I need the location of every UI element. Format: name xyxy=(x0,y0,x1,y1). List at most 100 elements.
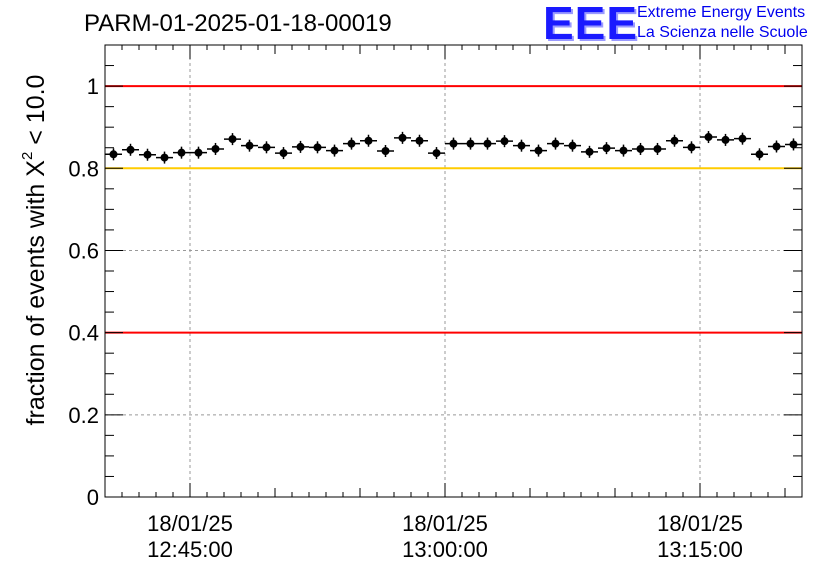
data-point xyxy=(156,151,173,164)
logo-subtitle-line2: La Scienza nelle Scuole xyxy=(637,24,808,41)
point-marker xyxy=(534,146,543,155)
point-marker xyxy=(398,133,407,142)
data-point xyxy=(564,139,581,152)
data-point xyxy=(734,132,751,145)
data-point xyxy=(394,131,411,144)
point-marker xyxy=(755,150,764,159)
data-point xyxy=(428,147,445,160)
point-marker xyxy=(619,146,628,155)
data-point xyxy=(581,145,598,158)
point-marker xyxy=(738,134,747,143)
data-point xyxy=(309,141,326,154)
data-point xyxy=(496,135,513,148)
data-point xyxy=(530,144,547,157)
x-tick-label-date: 18/01/25 xyxy=(147,511,233,536)
y-tick-label: 0.2 xyxy=(68,403,99,428)
point-marker xyxy=(194,148,203,157)
point-marker xyxy=(432,149,441,158)
point-marker xyxy=(602,144,611,153)
data-point xyxy=(717,133,734,146)
point-marker xyxy=(296,142,305,151)
point-marker xyxy=(500,137,509,146)
plot-frame xyxy=(104,44,803,498)
point-marker xyxy=(466,139,475,148)
data-point xyxy=(122,143,139,156)
point-marker xyxy=(704,133,713,142)
x-tick-label-date: 18/01/25 xyxy=(402,511,488,536)
grid-layer xyxy=(105,45,802,497)
point-marker xyxy=(636,144,645,153)
data-point xyxy=(105,148,122,161)
data-point xyxy=(479,137,496,150)
point-marker xyxy=(228,135,237,144)
data-point xyxy=(700,131,717,144)
ticks xyxy=(104,44,803,498)
y-tick-label: 0.6 xyxy=(68,238,99,263)
point-marker xyxy=(483,139,492,148)
y-tick-label: 1 xyxy=(87,74,99,99)
point-marker xyxy=(551,139,560,148)
data-point xyxy=(411,134,428,147)
y-tick-label: 0.4 xyxy=(68,321,99,346)
point-marker xyxy=(721,135,730,144)
point-marker xyxy=(245,141,254,150)
x-tick-label-time: 13:00:00 xyxy=(402,537,488,562)
data-point xyxy=(258,141,275,154)
x-tick-label-time: 13:15:00 xyxy=(657,537,743,562)
reference-lines xyxy=(105,85,802,334)
data-point xyxy=(377,145,394,158)
point-marker xyxy=(262,143,271,152)
data-point xyxy=(683,141,700,154)
point-marker xyxy=(381,147,390,156)
point-marker xyxy=(789,140,798,149)
data-point xyxy=(292,140,309,153)
data-point xyxy=(275,147,292,160)
point-marker xyxy=(517,141,526,150)
data-point xyxy=(632,142,649,155)
data-point xyxy=(751,148,768,161)
data-point xyxy=(785,138,802,151)
eee-logo: EEE xyxy=(543,0,639,49)
data-point xyxy=(598,142,615,155)
point-marker xyxy=(415,136,424,145)
data-point xyxy=(768,140,785,153)
data-point xyxy=(547,137,564,150)
axes xyxy=(104,44,803,498)
data-point xyxy=(224,133,241,146)
point-marker xyxy=(143,150,152,159)
point-marker xyxy=(670,136,679,145)
x-tick-label-date: 18/01/25 xyxy=(657,511,743,536)
data-point xyxy=(615,144,632,157)
data-points xyxy=(105,131,802,164)
chart-title: PARM-01-2025-01-18-00019 xyxy=(84,10,392,37)
point-marker xyxy=(687,143,696,152)
point-marker xyxy=(364,136,373,145)
data-point xyxy=(649,142,666,155)
point-marker xyxy=(653,144,662,153)
point-marker xyxy=(211,144,220,153)
data-point xyxy=(173,146,190,159)
y-axis-label-prefix: fraction of events with X xyxy=(22,160,50,426)
data-point xyxy=(326,144,343,157)
point-marker xyxy=(279,149,288,158)
x-tick-label-time: 12:45:00 xyxy=(147,537,233,562)
data-point xyxy=(666,134,683,147)
point-marker xyxy=(126,145,135,154)
data-point xyxy=(445,137,462,150)
data-point xyxy=(462,137,479,150)
data-point xyxy=(360,134,377,147)
data-point xyxy=(139,148,156,161)
y-tick-label: 0 xyxy=(87,485,99,510)
point-marker xyxy=(347,139,356,148)
point-marker xyxy=(330,146,339,155)
y-tick-label: 0.8 xyxy=(68,156,99,181)
point-marker xyxy=(313,143,322,152)
logo-subtitle-line1: Extreme Energy Events xyxy=(637,4,806,21)
y-axis-label-suffix: < 10.0 xyxy=(22,75,50,152)
data-point xyxy=(241,139,258,152)
point-marker xyxy=(772,142,781,151)
tick-labels: 00.20.40.60.8118/01/2512:45:0018/01/2513… xyxy=(68,74,742,562)
point-marker xyxy=(449,139,458,148)
point-marker xyxy=(177,148,186,157)
